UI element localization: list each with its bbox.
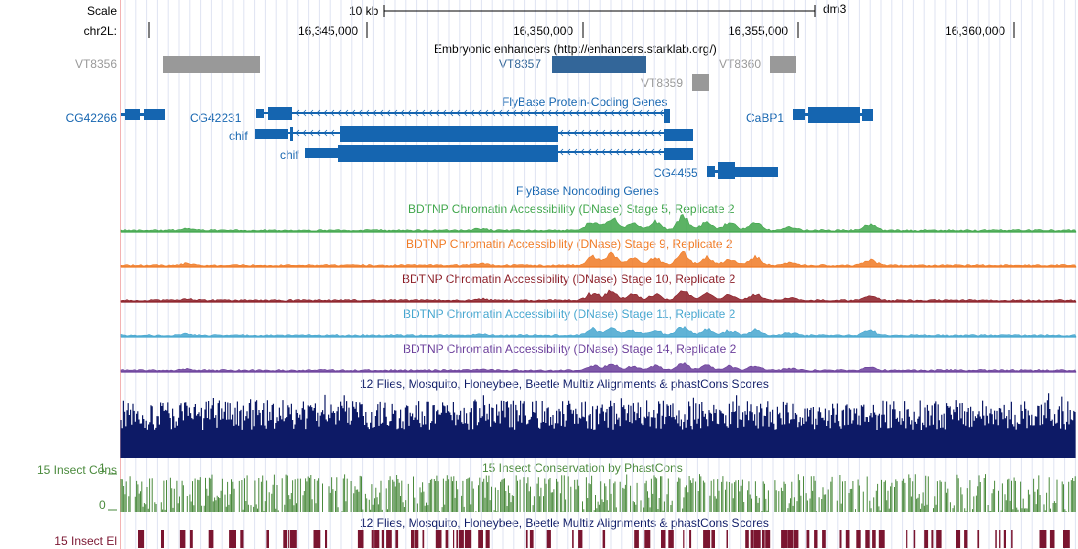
- dnase-stage5-title: BDTNP Chromatin Accessibility (DNase) St…: [408, 202, 735, 216]
- gene-cg42231[interactable]: [256, 107, 670, 123]
- multiz-conservation-bars: [120, 393, 1076, 458]
- enhancers-track-title: Embryonic enhancers (http://enhancers.st…: [434, 42, 717, 56]
- gene-chif-1[interactable]: [255, 126, 693, 142]
- chrom-tick-4: 16,360,000: [945, 24, 1006, 38]
- elements-side-label[interactable]: 15 Insect El: [54, 534, 117, 548]
- track-item-vt8359-label[interactable]: VT8359: [641, 76, 684, 90]
- conserved-elements-bars: [138, 530, 1070, 548]
- genes-track-title: FlyBase Protein-Coding Genes: [502, 95, 668, 109]
- chrom-tick-2: 16,350,000: [513, 24, 574, 38]
- gene-cabp1[interactable]: [793, 107, 873, 123]
- dnase-signal-tracks: [120, 214, 1077, 373]
- dnase-stage14-title: BDTNP Chromatin Accessibility (DNase) St…: [403, 342, 737, 356]
- phastcons-side-label[interactable]: 15 Insect Cons: [36, 463, 117, 477]
- gene-label-chif-1[interactable]: chif: [229, 129, 248, 143]
- gene-chif-2[interactable]: [305, 145, 693, 162]
- gene-cg4455[interactable]: [707, 162, 778, 179]
- scale-bar-label: 10 kb: [349, 4, 379, 18]
- dnase-stage9-title: BDTNP Chromatin Accessibility (DNase) St…: [406, 237, 733, 251]
- track-item-vt8357-label[interactable]: VT8357: [499, 57, 542, 71]
- scale-bar: [383, 5, 816, 17]
- chrom-ruler: [148, 22, 1015, 38]
- vertical-gridlines: [124, 0, 1076, 549]
- chrom-tick-1: 16,345,000: [298, 24, 359, 38]
- track-item-vt8356-label[interactable]: VT8356: [74, 57, 117, 71]
- noncoding-track-title: FlyBase Noncoding Genes: [516, 184, 659, 198]
- gene-label-chif-2[interactable]: chif: [280, 148, 299, 162]
- gene-label-cabp1[interactable]: CaBP1: [746, 111, 785, 125]
- phastcons-axis-top: 1: [99, 461, 106, 475]
- dnase-stage11-title: BDTNP Chromatin Accessibility (DNase) St…: [403, 307, 736, 321]
- intron-arrows: [295, 109, 664, 156]
- assembly-label: dm3: [823, 2, 847, 16]
- left-gutter-divider: [120, 0, 121, 549]
- gene-cg42266[interactable]: [121, 109, 165, 120]
- gene-label-cg42266[interactable]: CG42266: [65, 111, 117, 125]
- multiz-track-title: 12 Flies, Mosquito, Honeybee, Beetle Mul…: [360, 377, 769, 391]
- dnase-stage10-title: BDTNP Chromatin Accessibility (DNase) St…: [402, 272, 736, 286]
- phastcons-bars: [108, 473, 1076, 512]
- chrom-label: chr2L:: [83, 24, 117, 38]
- elements-track-title: 12 Flies, Mosquito, Honeybee, Beetle Mul…: [360, 516, 769, 530]
- enhancer-vt8357[interactable]: [552, 56, 646, 73]
- enhancer-vt8356[interactable]: [163, 56, 260, 73]
- gene-label-cg42231[interactable]: CG42231: [190, 111, 242, 125]
- scale-label: Scale: [86, 4, 117, 18]
- enhancer-vt8359[interactable]: [692, 74, 709, 91]
- enhancer-vt8360[interactable]: [770, 56, 796, 73]
- phastcons-axis-bottom: 0: [99, 498, 106, 512]
